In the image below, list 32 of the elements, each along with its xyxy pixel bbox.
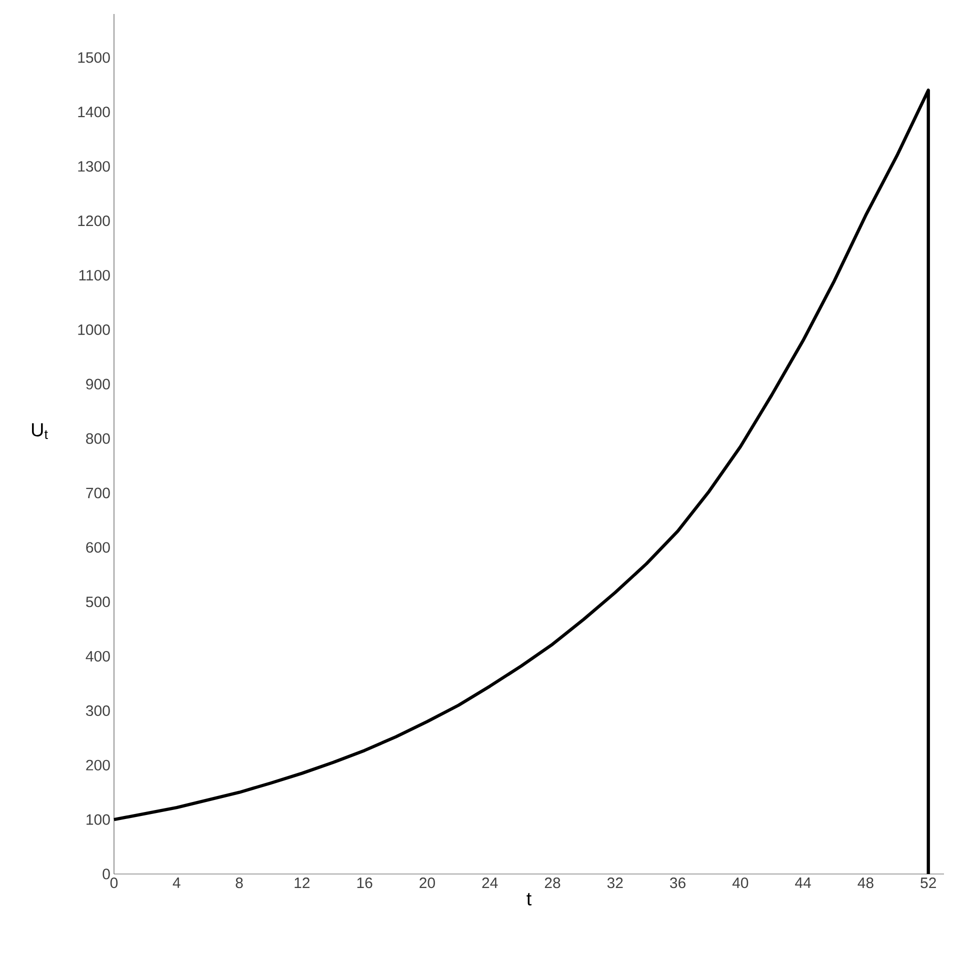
- x-tick-label: 36: [670, 878, 686, 888]
- x-tick-label: 12: [294, 878, 310, 888]
- x-tick-label: 8: [236, 878, 243, 888]
- y-tick-label: 200: [86, 760, 110, 770]
- y-tick-label: 1300: [78, 161, 110, 172]
- y-tick-label: 1000: [78, 324, 110, 335]
- x-tick-label: 16: [357, 878, 372, 888]
- y-tick-label: 1100: [79, 270, 110, 281]
- x-tick-label: 32: [607, 878, 623, 888]
- x-tick-label: 28: [544, 878, 560, 888]
- y-tick-label: 0: [102, 868, 110, 880]
- y-tick-label: 1400: [78, 106, 110, 118]
- y-tick-label: 300: [86, 705, 110, 716]
- x-tick-label: 24: [482, 878, 498, 888]
- x-tick-label: 0: [110, 878, 118, 888]
- y-tick-label: 700: [86, 488, 110, 498]
- y-tick-label: 1200: [78, 216, 110, 226]
- y-tick-label: 800: [86, 433, 110, 444]
- x-tick-label: 4: [172, 878, 180, 888]
- y-tick-label: 600: [86, 542, 110, 553]
- y-tick-label: 100: [86, 814, 110, 825]
- x-tick-label: 40: [732, 878, 748, 888]
- y-tick-label: 900: [86, 378, 110, 390]
- x-tick-label: 52: [920, 878, 936, 888]
- y-tick-label: 400: [86, 650, 110, 662]
- y-tick-label: 1500: [78, 52, 110, 63]
- y-tick-label: 500: [86, 596, 110, 608]
- x-tick-label: 20: [420, 878, 435, 888]
- x-tick-label: 48: [858, 878, 874, 888]
- x-axis-title: t: [526, 893, 532, 906]
- x-tick-label: 44: [795, 878, 811, 888]
- y-axis-title: U$_{t}$: [32, 423, 48, 440]
